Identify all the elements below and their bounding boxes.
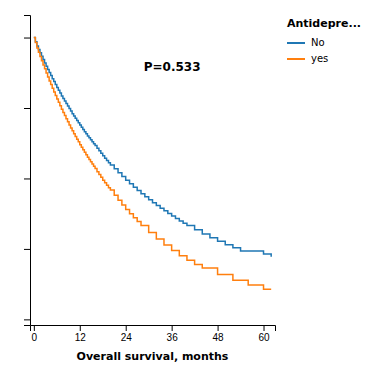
legend-label: yes [311, 53, 328, 64]
survival-curve [34, 38, 271, 290]
x-tick-label: 48 [213, 332, 225, 343]
x-tick-mark [264, 325, 265, 331]
x-axis-title: Overall survival, months [77, 350, 229, 363]
series-group [34, 38, 271, 290]
annotation: P=0.533 [144, 60, 201, 74]
y-tick-mark [24, 38, 30, 39]
x-tick-mark [218, 325, 219, 331]
y-tick-mark [24, 319, 30, 320]
x-tick-mark [34, 325, 35, 331]
x-tick-mark [126, 325, 127, 331]
x-tick-label: 24 [121, 332, 133, 343]
y-tick-mark [24, 178, 30, 179]
y-tick [24, 108, 30, 109]
y-tick-mark [24, 249, 30, 250]
x-tick-label: 0 [32, 332, 38, 343]
y-tick-mark [24, 108, 30, 109]
legend-swatch [287, 58, 305, 60]
y-axis-line [24, 16, 31, 326]
x-tick-mark [172, 325, 173, 331]
x-axis-line [31, 326, 276, 332]
y-tick [24, 38, 30, 39]
y-tick [24, 249, 30, 250]
y-tick [24, 319, 30, 320]
x-tick: 36 [167, 325, 179, 343]
x-tick: 12 [75, 325, 87, 343]
y-axis [24, 16, 31, 326]
x-axis: 0 12 24 36 48 60 [31, 325, 276, 343]
plot-area: 0 12 24 36 48 60 Overall survival, months P=0.5… [24, 16, 276, 364]
x-tick-label: 36 [167, 332, 179, 343]
legend-swatch [287, 42, 305, 44]
x-tick-mark [80, 325, 81, 331]
survival-curve [34, 38, 271, 257]
chart: 0 12 24 36 48 60 Overall survival, months P=0.5… [0, 0, 370, 370]
x-tick-label: 60 [258, 332, 270, 343]
x-tick: 0 [32, 325, 38, 343]
legend-title: Antidepre... [287, 17, 361, 30]
y-tick [24, 178, 30, 179]
legend: Antidepre... No yes [287, 17, 361, 64]
x-tick-label: 12 [75, 332, 87, 343]
legend-label: No [311, 37, 325, 48]
x-tick: 48 [213, 325, 225, 343]
x-tick: 60 [258, 325, 270, 343]
x-tick: 24 [121, 325, 133, 343]
